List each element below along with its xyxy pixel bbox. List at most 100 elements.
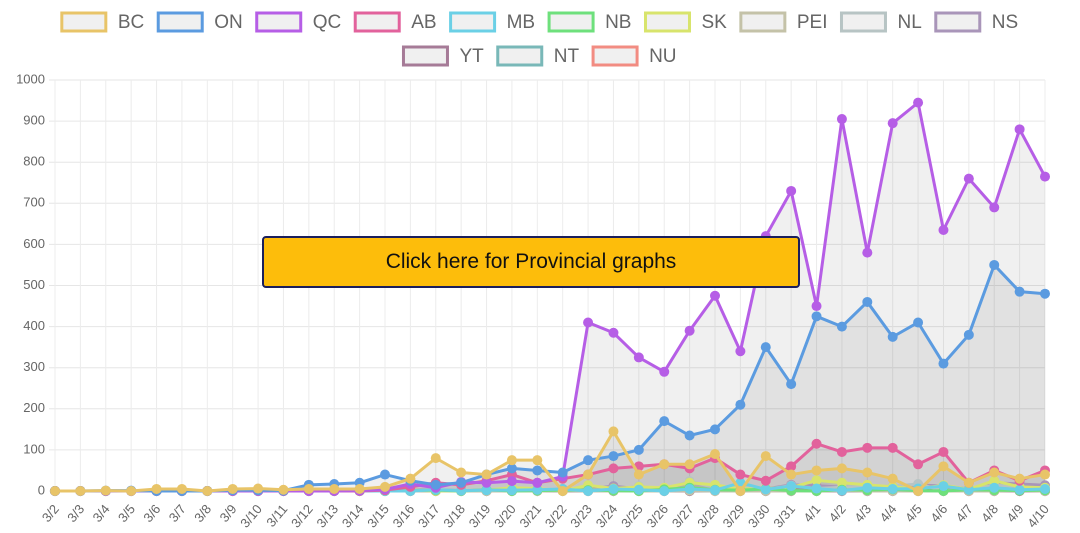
data-point (811, 465, 822, 476)
x-tick-label: 3/19 (466, 501, 494, 530)
data-point (557, 467, 568, 478)
data-point (583, 317, 594, 328)
x-tick-label: 3/18 (440, 501, 468, 530)
legend-label: NL (897, 12, 921, 33)
data-point (862, 482, 873, 493)
provincial-graphs-button[interactable]: Click here for Provincial graphs (262, 236, 800, 288)
legend-item[interactable]: MB (449, 11, 536, 33)
data-point (176, 483, 187, 494)
data-point (913, 97, 924, 108)
x-tick-label: 3/2 (39, 501, 62, 524)
data-point (760, 451, 771, 462)
x-tick-label: 4/8 (978, 501, 1001, 524)
legend-item[interactable]: NL (839, 11, 922, 33)
data-point (481, 485, 492, 496)
series-line (55, 429, 1046, 493)
data-point (354, 483, 365, 494)
y-tick-label: 900 (23, 113, 45, 128)
area (55, 482, 1045, 491)
legend-label: NT (554, 46, 580, 67)
data-point (659, 416, 670, 427)
data-point (887, 442, 898, 453)
data-point (659, 486, 670, 496)
x-tick-label: 3/20 (491, 501, 519, 530)
data-point (786, 379, 797, 390)
legend-item[interactable]: BC (60, 11, 144, 33)
data-point (989, 475, 1000, 486)
legend-label: YT (459, 46, 484, 67)
data-point (583, 455, 594, 466)
x-tick-label: 4/4 (877, 501, 900, 524)
data-point (532, 484, 543, 495)
data-point (633, 444, 644, 455)
data-point (684, 325, 695, 336)
legend-label: NB (605, 12, 631, 33)
x-tick-label: 3/31 (770, 501, 798, 530)
data-point (710, 485, 720, 496)
data-point (811, 483, 822, 494)
data-point (887, 118, 898, 129)
legend-item[interactable]: NU (591, 45, 677, 67)
x-tick-label: 3/7 (166, 501, 189, 524)
legend-swatch (401, 45, 449, 67)
x-tick-label: 3/28 (694, 501, 722, 530)
data-point (608, 451, 619, 462)
x-tick-label: 4/5 (902, 501, 925, 524)
data-point (405, 473, 416, 484)
data-point (1040, 171, 1050, 182)
data-point (583, 486, 594, 496)
legend-item[interactable]: NT (496, 45, 580, 67)
x-tick-label: 3/12 (288, 501, 316, 530)
data-point (659, 366, 670, 377)
data-point (887, 331, 898, 342)
data-point (430, 479, 441, 490)
legend-item[interactable]: NB (547, 11, 631, 33)
legend-item[interactable]: SK (643, 11, 727, 33)
data-point (760, 484, 771, 495)
data-point (532, 477, 543, 488)
area (55, 480, 1045, 491)
x-tick-label: 3/6 (140, 501, 163, 524)
data-point (456, 477, 467, 488)
data-point (608, 463, 619, 474)
legend-label: QC (313, 12, 342, 33)
legend-item[interactable]: ON (156, 11, 243, 33)
data-point (329, 483, 340, 494)
y-tick-label: 400 (23, 318, 45, 333)
data-point (278, 484, 289, 495)
data-point (836, 463, 847, 474)
data-point (659, 459, 670, 470)
data-point (938, 358, 949, 369)
data-point (481, 469, 492, 480)
x-tick-label: 3/13 (313, 501, 341, 530)
x-tick-label: 4/7 (953, 501, 976, 524)
legend-item[interactable]: QC (255, 11, 342, 33)
data-point (684, 459, 695, 470)
x-tick-label: 3/25 (618, 501, 646, 530)
x-tick-label: 3/5 (115, 501, 138, 524)
y-tick-label: 300 (23, 359, 45, 374)
x-tick-label: 3/27 (669, 501, 697, 530)
data-point (836, 477, 847, 488)
data-point (862, 296, 873, 307)
data-point (633, 469, 644, 480)
legend-item[interactable]: PEI (739, 11, 828, 33)
legend-label: PEI (797, 12, 828, 33)
legend-item[interactable]: NS (934, 11, 1018, 33)
y-tick-label: 100 (23, 441, 45, 456)
data-point (938, 446, 949, 457)
legend-item[interactable]: YT (401, 45, 484, 67)
data-point (989, 482, 1000, 493)
legend-swatch (839, 11, 887, 33)
data-point (913, 317, 924, 328)
data-point (227, 483, 238, 494)
legend-item[interactable]: AB (353, 11, 437, 33)
area (55, 481, 1045, 491)
x-tick-label: 3/17 (415, 501, 443, 530)
y-tick-label: 1000 (16, 71, 45, 86)
x-tick-label: 4/2 (826, 501, 849, 524)
data-point (735, 399, 746, 410)
data-point (1014, 286, 1025, 297)
data-point (684, 483, 695, 494)
